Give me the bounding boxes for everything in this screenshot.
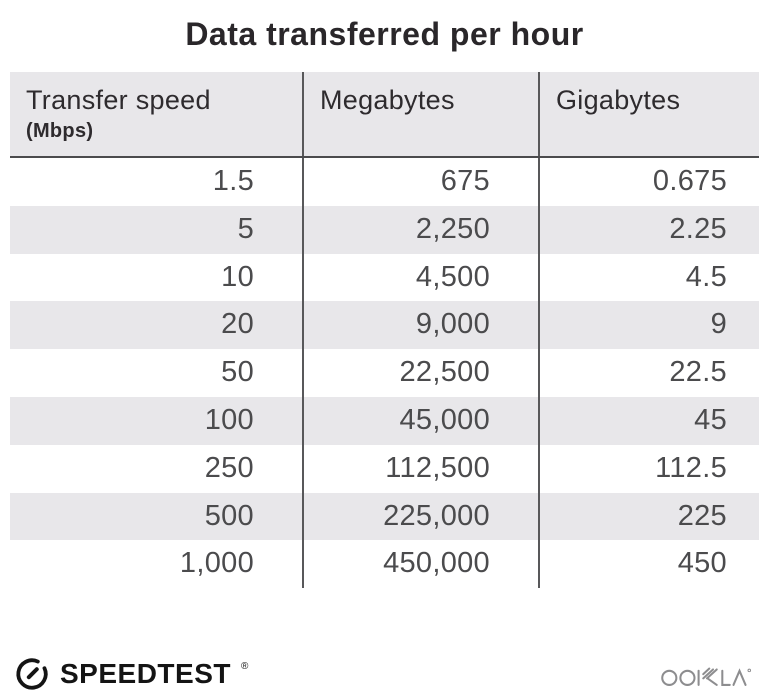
speedtest-logo: SPEEDTEST ®: [13, 655, 248, 693]
table-cell: 4,500: [302, 253, 538, 302]
table-cell: 225: [538, 492, 759, 541]
table-cell: 112,500: [302, 444, 538, 493]
column-header-label: Gigabytes: [556, 85, 681, 115]
table-cell: 2.25: [538, 205, 759, 254]
table-cell: 20: [221, 308, 254, 341]
column-header-unit: (Mbps): [26, 120, 94, 142]
table-cell: 45: [538, 396, 759, 445]
column-header-megabytes: Megabytes: [302, 72, 538, 156]
table-cell: 5: [237, 212, 254, 245]
table-row: 100 45,000 45: [10, 396, 759, 445]
table-row: 250 112,500 112.5: [10, 444, 759, 493]
table-row: 5 2,250 2.25: [10, 205, 759, 254]
table-cell: 45,000: [302, 396, 538, 445]
column-header-label: Megabytes: [320, 85, 455, 115]
footer: SPEEDTEST ®: [0, 648, 769, 698]
table-cell: 9: [538, 301, 759, 350]
table-cell: 2,250: [302, 205, 538, 254]
table-row: 50 22,500 22.5: [10, 349, 759, 397]
table-cell: 22,500: [302, 349, 538, 397]
table-cell: 50: [221, 356, 254, 389]
table-cell: 10: [221, 260, 254, 293]
table-row: 10 4,500 4.5: [10, 253, 759, 302]
table-cell: 250: [204, 451, 254, 484]
table-cell: 450,000: [302, 540, 538, 589]
table-body: 1.5 675 0.675 5 2,250 2.25 10 4,500 4.5 20 9,000 9 5…: [10, 158, 759, 589]
table-cell: 225,000: [302, 492, 538, 541]
table-cell: 22.5: [538, 349, 759, 397]
data-table: Transfer speed (Mbps) Megabytes Gigabyte…: [10, 72, 759, 589]
speedtest-gauge-icon: [16, 658, 48, 690]
table-cell: 675: [302, 158, 538, 206]
page-title: Data transferred per hour: [185, 16, 584, 52]
table-header-row: Transfer speed (Mbps) Megabytes Gigabyte…: [10, 72, 759, 158]
column-header-label: Transfer speed: [26, 85, 211, 115]
ookla-logo: [661, 667, 752, 686]
column-header-transfer-speed: Transfer speed (Mbps): [10, 72, 302, 156]
table-cell: 450: [538, 540, 759, 589]
column-header-gigabytes: Gigabytes: [538, 72, 759, 156]
speedtest-wordmark: SPEEDTEST: [60, 658, 231, 689]
table-row: 500 225,000 225: [10, 492, 759, 541]
table-cell: 500: [204, 499, 254, 532]
table-cell: 112.5: [538, 444, 759, 493]
table-row: 20 9,000 9: [10, 301, 759, 350]
registered-trademark-icon: ®: [240, 661, 249, 672]
table-cell: 9,000: [302, 301, 538, 350]
table-cell: 1.5: [212, 165, 254, 197]
table-cell: 0.675: [538, 158, 759, 206]
table-row: 1.5 675 0.675: [10, 158, 759, 206]
table-cell: 4.5: [538, 253, 759, 302]
table-row: 1,000 450,000 450: [10, 540, 759, 589]
table-cell: 100: [204, 403, 254, 436]
table-cell: 1,000: [179, 547, 254, 580]
